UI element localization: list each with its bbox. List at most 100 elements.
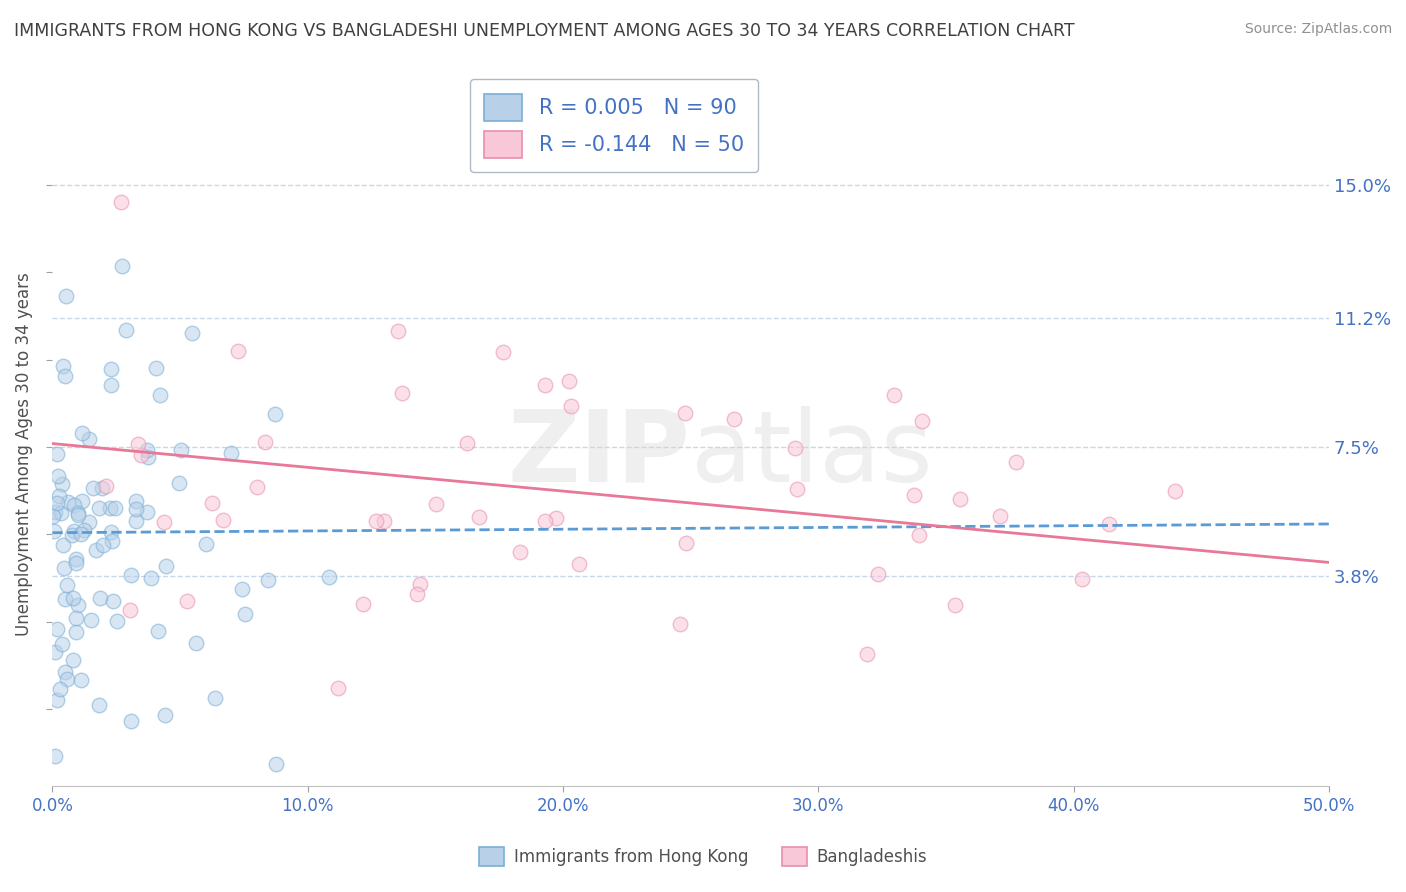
Point <box>558 374 581 388</box>
Point <box>1164 483 1187 498</box>
Point <box>1004 455 1026 469</box>
Point <box>105 615 128 629</box>
Point <box>56 494 79 508</box>
Point <box>53 369 76 384</box>
Point <box>149 388 172 402</box>
Point <box>534 514 557 528</box>
Point <box>866 566 889 581</box>
Point <box>425 497 447 511</box>
Legend: Immigrants from Hong Kong, Bangladeshis: Immigrants from Hong Kong, Bangladeshis <box>471 838 935 875</box>
Point <box>233 607 256 621</box>
Point <box>903 488 925 502</box>
Point <box>53 560 76 574</box>
Point <box>186 636 208 650</box>
Point <box>53 592 76 607</box>
Point <box>456 436 478 450</box>
Point <box>46 622 69 636</box>
Point <box>62 653 84 667</box>
Point <box>256 573 278 587</box>
Point <box>127 437 149 451</box>
Point <box>65 556 87 570</box>
Point <box>352 597 374 611</box>
Point <box>77 432 100 446</box>
Point <box>48 489 70 503</box>
Point <box>45 692 67 706</box>
Point <box>246 480 269 494</box>
Point <box>468 509 491 524</box>
Text: atlas: atlas <box>690 406 932 502</box>
Text: Source: ZipAtlas.com: Source: ZipAtlas.com <box>1244 22 1392 37</box>
Point <box>135 443 157 458</box>
Point <box>69 673 91 687</box>
Point <box>387 325 409 339</box>
Point <box>66 598 89 612</box>
Point <box>783 441 806 455</box>
Point <box>45 828 67 842</box>
Point <box>100 524 122 539</box>
Point <box>55 578 77 592</box>
Point <box>212 513 235 527</box>
Point <box>125 514 148 528</box>
Point <box>405 587 427 601</box>
Point <box>145 361 167 376</box>
Point <box>129 448 152 462</box>
Point <box>111 259 134 273</box>
Point <box>176 593 198 607</box>
Point <box>534 378 557 392</box>
Point <box>46 447 69 461</box>
Point <box>55 665 77 680</box>
Point <box>169 476 191 491</box>
Point <box>49 682 72 697</box>
Point <box>48 468 70 483</box>
Point <box>120 714 142 729</box>
Point <box>153 516 176 530</box>
Point <box>49 506 72 520</box>
Point <box>98 501 121 516</box>
Point <box>120 568 142 582</box>
Point <box>51 477 73 491</box>
Point <box>52 359 75 374</box>
Point <box>82 482 104 496</box>
Point <box>675 536 697 550</box>
Point <box>80 613 103 627</box>
Point <box>60 527 83 541</box>
Point <box>65 624 87 639</box>
Point <box>673 406 696 420</box>
Point <box>910 414 932 428</box>
Point <box>65 552 87 566</box>
Point <box>786 483 808 497</box>
Point <box>72 494 94 508</box>
Point <box>89 500 111 515</box>
Point <box>221 446 243 460</box>
Point <box>1070 572 1092 586</box>
Point <box>125 501 148 516</box>
Point <box>943 598 966 612</box>
Point <box>42 524 65 538</box>
Point <box>91 482 114 496</box>
Point <box>560 399 582 413</box>
Point <box>373 514 395 528</box>
Legend: R = 0.005   N = 90, R = -0.144   N = 50: R = 0.005 N = 90, R = -0.144 N = 50 <box>470 79 758 172</box>
Point <box>153 707 176 722</box>
Point <box>55 289 77 303</box>
Point <box>226 343 249 358</box>
Point <box>44 645 66 659</box>
Point <box>669 617 692 632</box>
Point <box>907 528 929 542</box>
Point <box>100 362 122 376</box>
Point <box>70 426 93 441</box>
Point <box>45 496 67 510</box>
Point <box>264 407 287 421</box>
Point <box>96 479 118 493</box>
Point <box>328 681 350 695</box>
Point <box>253 434 276 449</box>
Point <box>91 538 114 552</box>
Point <box>856 647 879 661</box>
Point <box>44 505 66 519</box>
Point <box>65 610 87 624</box>
Point <box>66 508 89 523</box>
Point <box>89 591 111 605</box>
Point <box>155 559 177 574</box>
Point <box>1098 517 1121 532</box>
Point <box>101 533 124 548</box>
